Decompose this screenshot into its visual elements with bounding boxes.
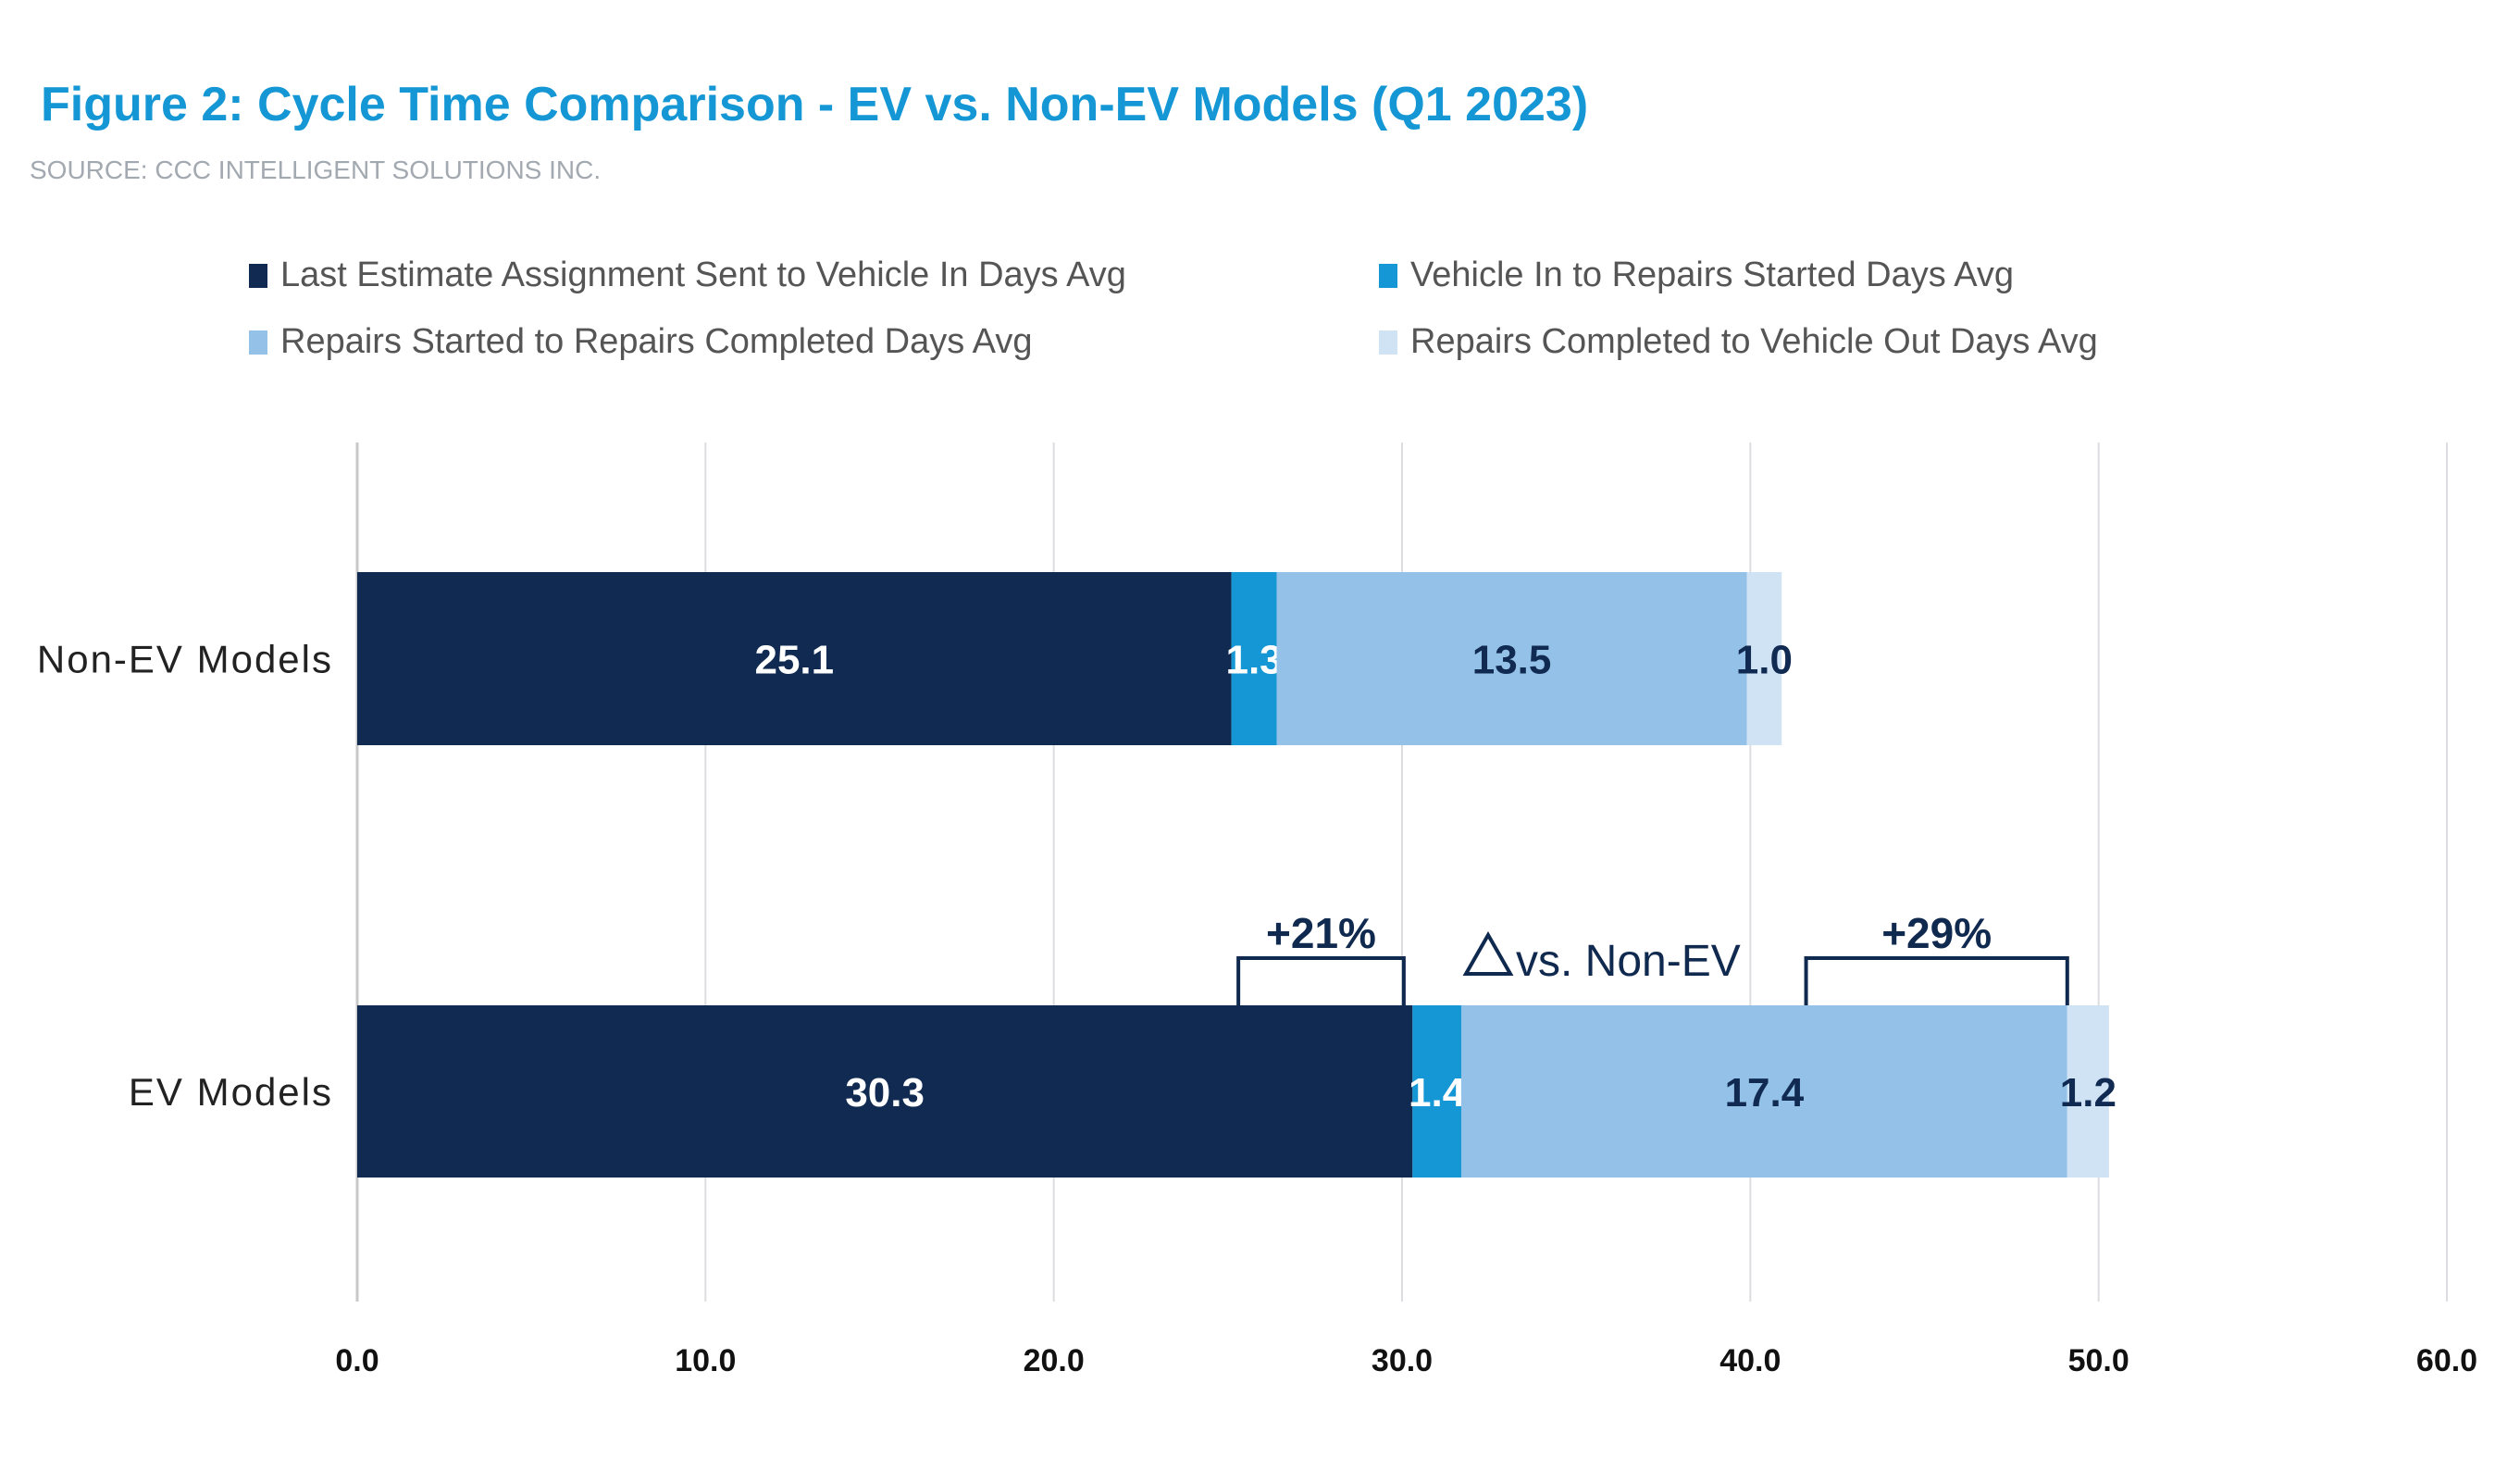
bracket — [1804, 956, 2069, 1005]
x-tick-label: 40.0 — [1719, 1343, 1781, 1378]
legend: Last Estimate Assignment Sent to Vehicle… — [249, 255, 2098, 361]
data-label: 1.3 — [1225, 638, 1282, 683]
x-tick-label: 30.0 — [1372, 1343, 1433, 1378]
data-label: 1.2 — [2060, 1070, 2117, 1115]
bracket — [1236, 956, 1406, 1005]
x-tick-label: 10.0 — [675, 1343, 736, 1378]
x-tick-label: 60.0 — [2416, 1343, 2477, 1378]
bar-segment — [1231, 572, 1277, 745]
delta-label: vs. Non-EV — [1516, 937, 1741, 986]
bar-segment — [357, 572, 1232, 745]
data-label: 13.5 — [1472, 638, 1552, 683]
data-label: 1.0 — [1736, 638, 1793, 683]
legend-label: Repairs Completed to Vehicle Out Days Av… — [1410, 322, 2098, 361]
legend-swatch — [1379, 264, 1397, 288]
data-label: 17.4 — [1725, 1070, 1805, 1115]
x-tick-label: 20.0 — [1024, 1343, 1085, 1378]
legend-label: Vehicle In to Repairs Started Days Avg — [1410, 255, 2014, 294]
bar-segment — [357, 1005, 1413, 1178]
legend-label: Last Estimate Assignment Sent to Vehicle… — [280, 255, 1126, 294]
bar-segment — [1412, 1005, 1461, 1178]
category-label: EV Models — [129, 1070, 333, 1114]
bars: Non-EV Models 25.1 1.3 13.5 1.0 EV Models 30.3… — [37, 572, 2117, 1178]
bracket-label: +29% — [1881, 909, 1992, 957]
data-label: 1.4 — [1409, 1070, 1466, 1115]
legend-label: Repairs Started to Repairs Completed Day… — [280, 322, 1032, 361]
bar-segment — [1746, 572, 1782, 745]
chart-title: Figure 2: Cycle Time Comparison - EV vs.… — [41, 78, 1588, 131]
legend-swatch — [1379, 330, 1397, 355]
legend-swatch — [249, 330, 267, 355]
bar-segment — [1460, 1005, 2067, 1178]
x-tick-label: 0.0 — [335, 1343, 379, 1378]
annotations: +21% +29% vs. Non-EV — [1236, 909, 2069, 1005]
bar-segment — [1276, 572, 1747, 745]
bracket-label: +21% — [1266, 909, 1376, 957]
delta-icon — [1462, 930, 1514, 976]
chart-source: SOURCE: CCC INTELLIGENT SOLUTIONS INC. — [30, 156, 601, 184]
bar-segment — [2067, 1005, 2109, 1178]
data-label: 25.1 — [754, 638, 834, 683]
x-tick-label: 50.0 — [2068, 1343, 2129, 1378]
legend-swatch — [249, 264, 267, 288]
category-label: Non-EV Models — [37, 638, 333, 681]
data-label: 30.3 — [845, 1070, 925, 1115]
